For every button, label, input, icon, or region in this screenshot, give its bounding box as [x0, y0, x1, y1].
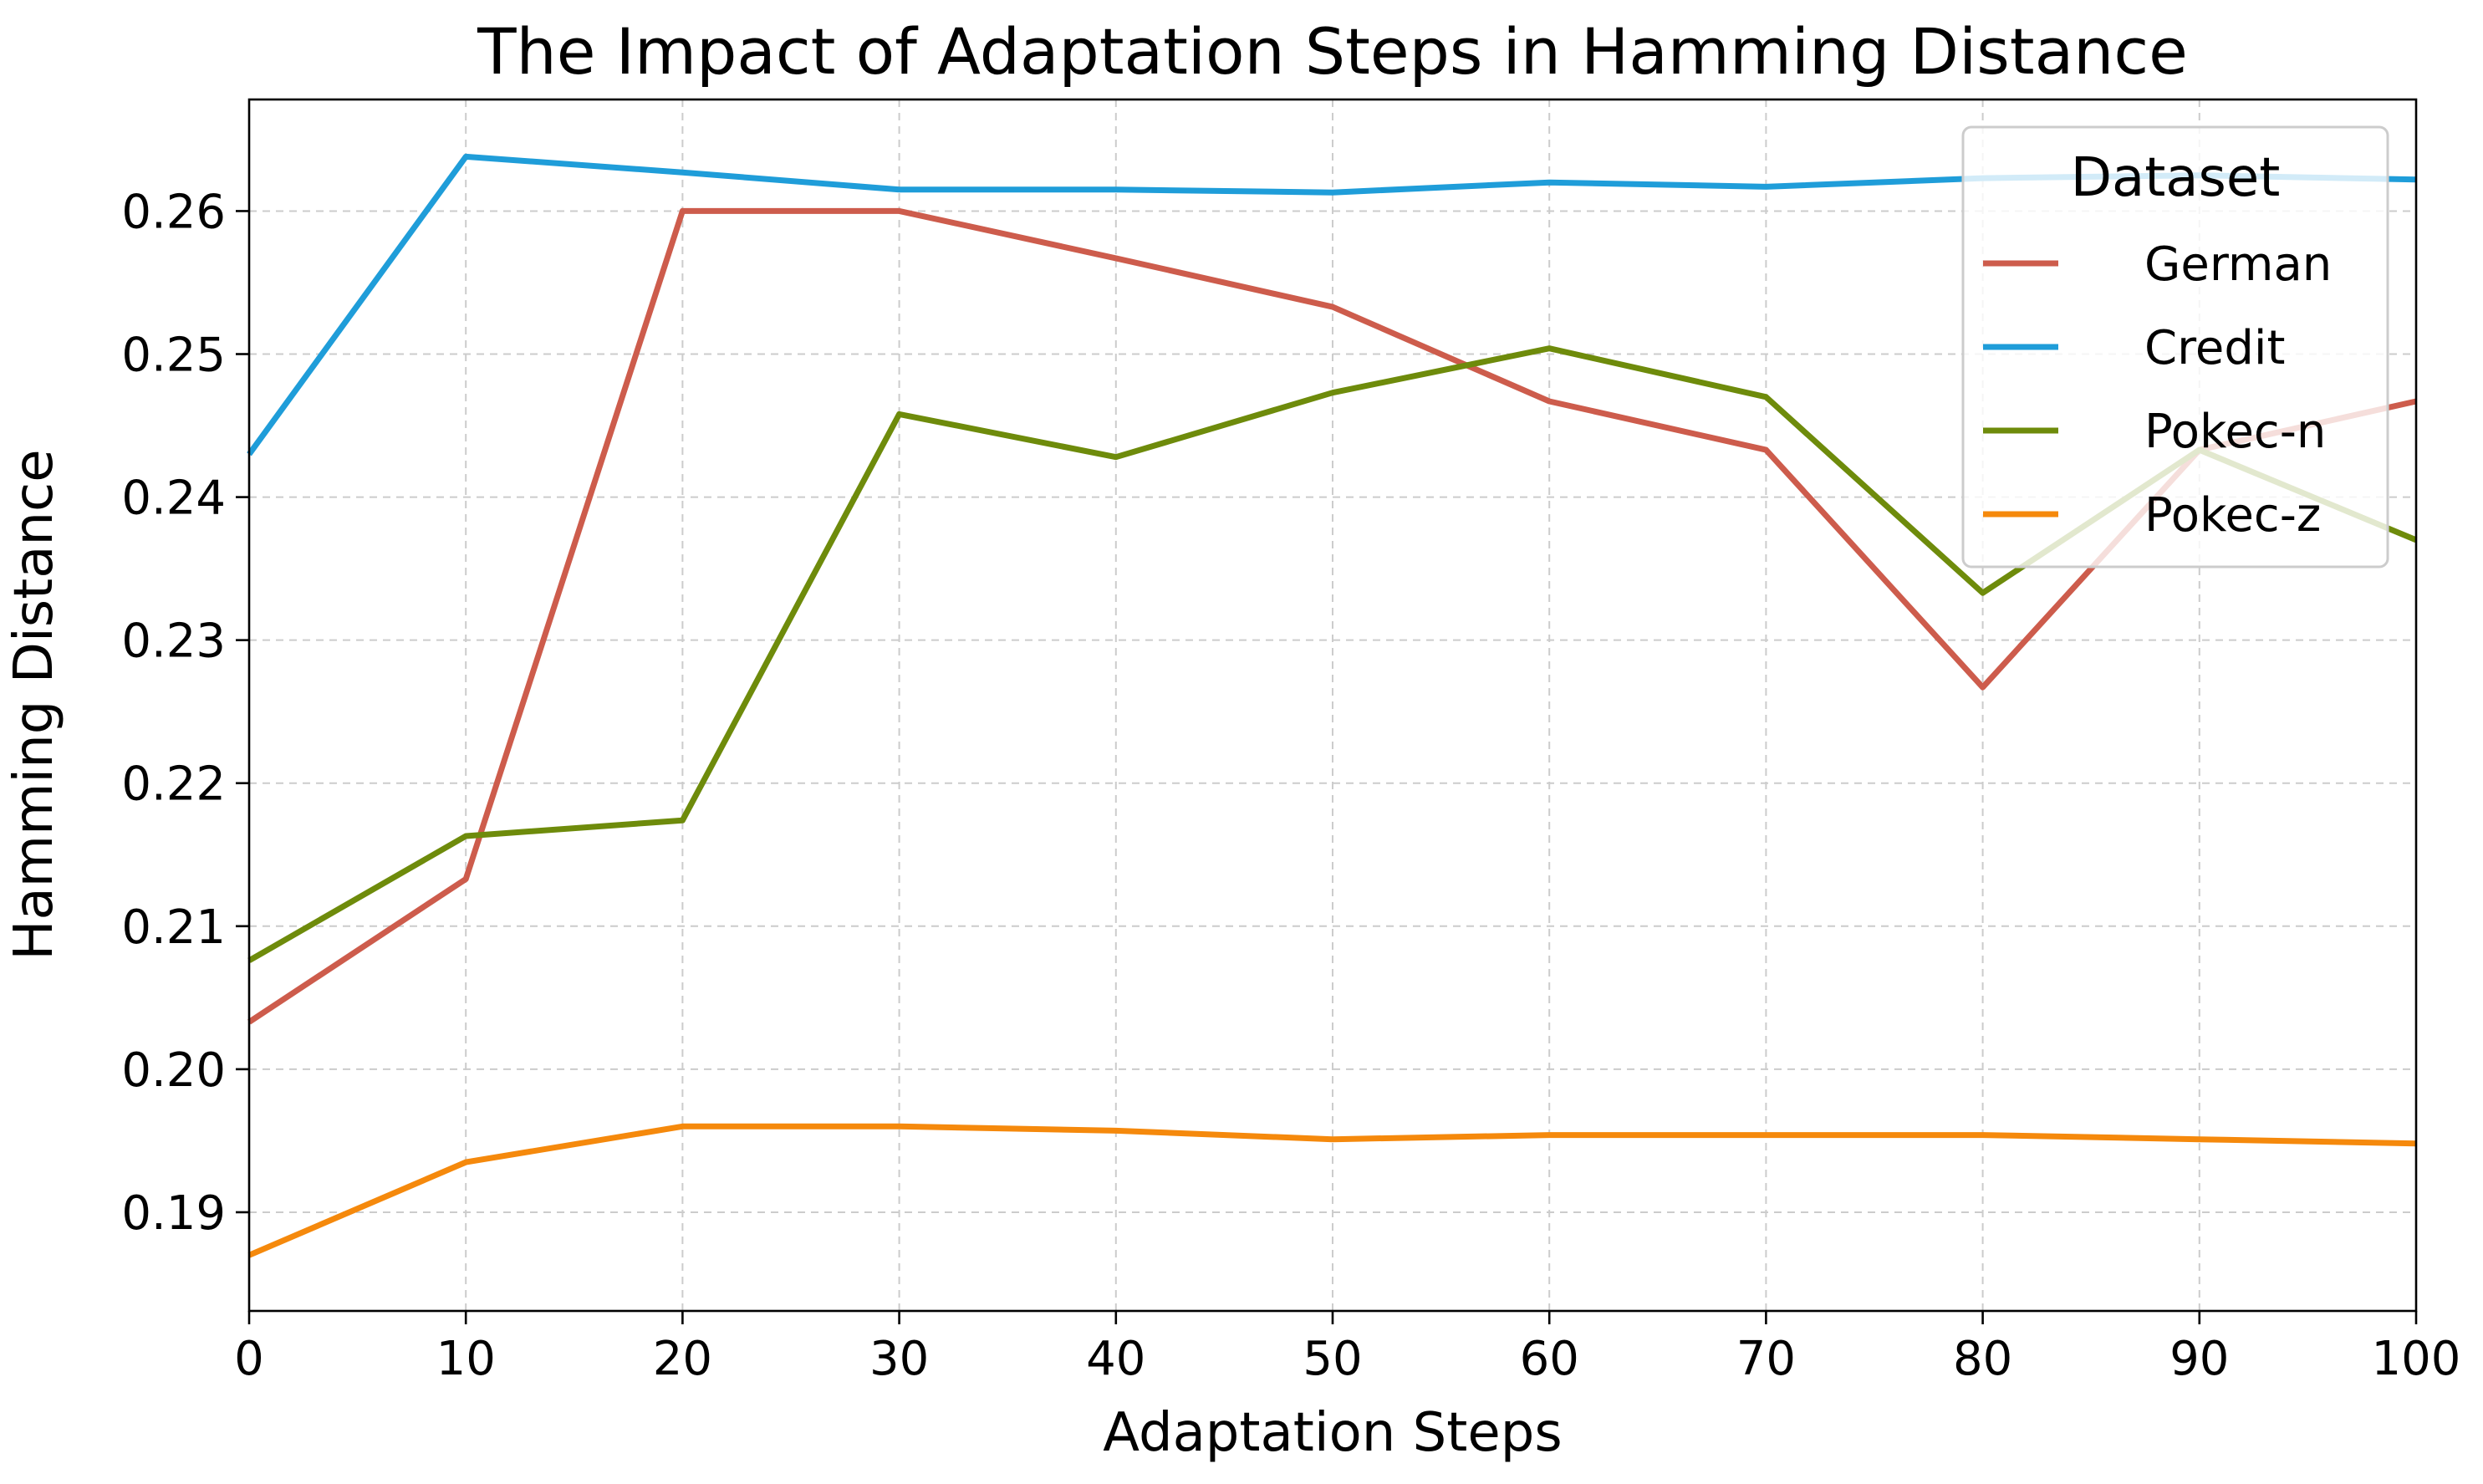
x-tick-label: 100 — [2372, 1332, 2461, 1386]
x-axis-label: Adaptation Steps — [1103, 1402, 1562, 1464]
y-tick-label: 0.26 — [121, 185, 226, 239]
x-tick-label: 60 — [1520, 1332, 1579, 1386]
y-tick-label: 0.24 — [121, 472, 226, 526]
legend-label-pokec-z: Pokec-z — [2144, 488, 2321, 543]
x-tick-label: 80 — [1953, 1332, 2012, 1386]
x-tick-label: 30 — [869, 1332, 929, 1386]
legend-label-german: German — [2144, 237, 2332, 292]
y-tick-label: 0.19 — [121, 1186, 226, 1241]
x-axis-ticks: 0 10 20 30 40 50 60 70 80 90 100 — [234, 1311, 2460, 1386]
x-tick-label: 20 — [653, 1332, 712, 1386]
series-line-german — [247, 207, 2417, 1025]
x-tick-label: 50 — [1303, 1332, 1362, 1386]
x-tick-label: 70 — [1736, 1332, 1796, 1386]
legend-items: German Credit Pokec-n Pokec-z — [1983, 237, 2332, 543]
legend-label-pokec-n: Pokec-n — [2144, 405, 2326, 459]
y-tick-label: 0.22 — [121, 757, 226, 812]
y-tick-label: 0.20 — [121, 1043, 226, 1098]
x-tick-label: 0 — [234, 1332, 264, 1386]
chart-title: The Impact of Adaptation Steps in Hammin… — [477, 14, 2188, 89]
y-tick-label: 0.21 — [121, 900, 226, 955]
legend-title: Dataset — [2071, 147, 2281, 209]
legend-label-credit: Credit — [2144, 321, 2285, 375]
series-line-pokec-z — [247, 1123, 2417, 1258]
legend-frame — [1961, 125, 2389, 569]
x-tick-label: 40 — [1086, 1332, 1145, 1386]
y-tick-label: 0.25 — [121, 329, 226, 383]
y-tick-label: 0.23 — [121, 615, 226, 669]
y-axis-label: Hamming Distance — [3, 449, 65, 960]
x-tick-label: 90 — [2169, 1332, 2229, 1386]
legend: Dataset German Credit Pokec-n Pokec-z — [1961, 125, 2389, 569]
y-axis-ticks: 0.19 0.20 0.21 0.22 0.23 0.24 0.25 0.26 — [121, 185, 249, 1241]
grid-lines — [249, 99, 2416, 1311]
x-tick-label: 10 — [436, 1332, 496, 1386]
